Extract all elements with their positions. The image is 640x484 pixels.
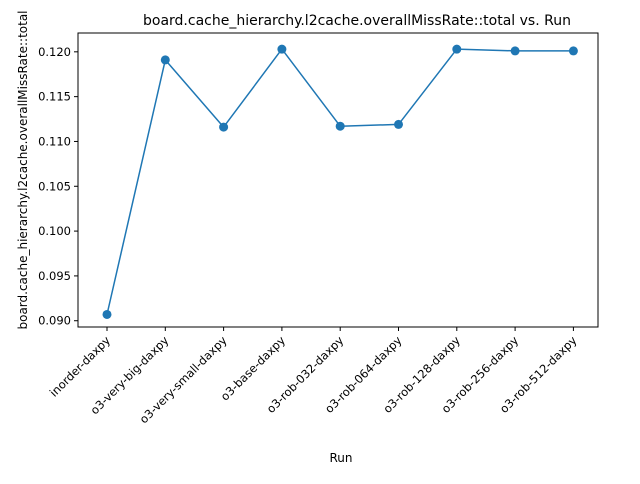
- plot-area: 0.090 0.095 0.100 0.105 0.110 0.115 0.120 inord…: [38, 32, 599, 426]
- data-point: [102, 309, 112, 319]
- data-point: [219, 122, 229, 132]
- chart-title: board.cache_hierarchy.l2cache.overallMis…: [143, 13, 571, 29]
- axes-frame: [77, 32, 599, 328]
- series-line: [106, 48, 574, 315]
- y-tick-label: 0.090: [38, 314, 71, 328]
- y-axis-label: board.cache_hierarchy.l2cache.overallMis…: [16, 10, 30, 329]
- y-tick-label: 0.105: [38, 179, 71, 193]
- x-axis-label: Run: [329, 451, 352, 465]
- data-point: [160, 55, 170, 65]
- y-tick-label: 0.095: [38, 269, 71, 283]
- data-point: [335, 121, 345, 131]
- data-point: [452, 44, 462, 54]
- y-tick-label: 0.110: [38, 134, 71, 148]
- data-point: [568, 46, 578, 56]
- y-tick-label: 0.100: [38, 224, 71, 238]
- data-point: [510, 46, 520, 56]
- data-point: [394, 119, 403, 129]
- y-tick-label: 0.115: [38, 90, 71, 104]
- x-tick-label: inorder-daxpy: [47, 333, 113, 399]
- y-tick-label: 0.120: [38, 45, 71, 59]
- data-point: [277, 44, 287, 54]
